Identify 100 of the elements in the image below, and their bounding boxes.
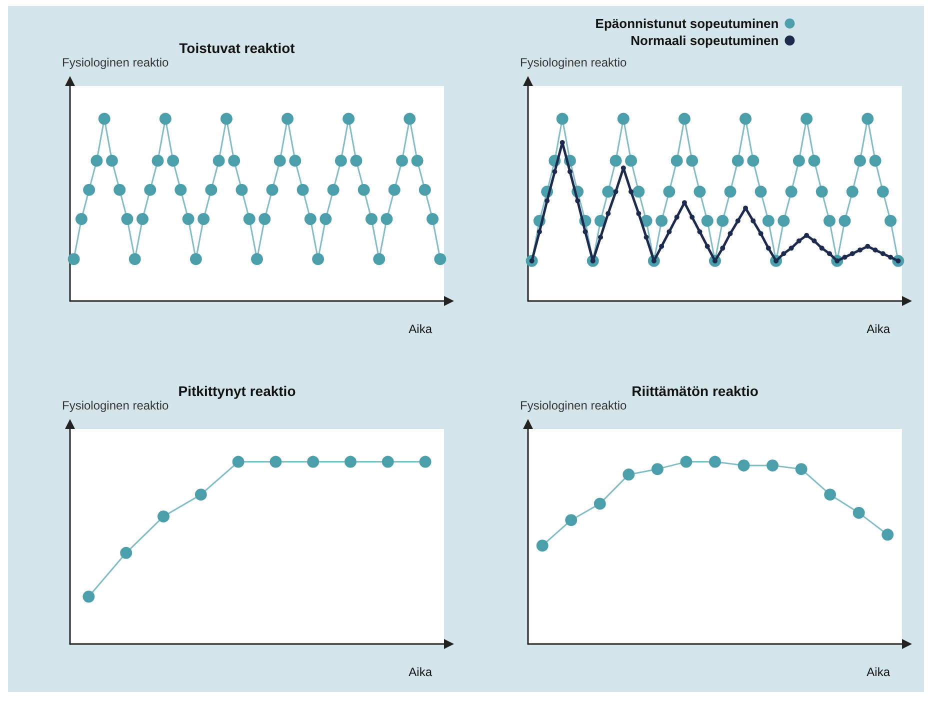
point <box>882 528 894 541</box>
point <box>850 251 855 256</box>
point <box>709 456 721 468</box>
point <box>198 213 210 226</box>
point <box>697 229 702 234</box>
point <box>617 112 630 125</box>
point <box>824 214 836 227</box>
point <box>258 213 271 226</box>
point <box>754 186 767 198</box>
point <box>876 186 889 198</box>
point <box>819 246 824 251</box>
point <box>796 238 802 244</box>
point <box>312 253 324 266</box>
point <box>602 186 614 198</box>
point <box>342 112 355 125</box>
point <box>152 154 164 167</box>
point <box>266 184 278 196</box>
point <box>613 189 618 194</box>
point <box>144 184 156 196</box>
point <box>865 244 870 249</box>
point <box>236 184 248 196</box>
y-axis-title: Fysiologinen reaktio <box>62 56 170 70</box>
point <box>205 184 218 196</box>
y-axis-title: Fysiologinen reaktio <box>520 56 628 70</box>
point <box>158 510 170 522</box>
point <box>800 112 813 125</box>
point <box>396 154 408 167</box>
point <box>251 253 263 266</box>
point <box>766 459 779 472</box>
point <box>350 154 362 167</box>
point <box>327 184 340 196</box>
point <box>846 186 858 198</box>
point <box>282 112 294 125</box>
point <box>344 456 356 468</box>
point <box>674 214 680 220</box>
point <box>785 186 798 198</box>
point <box>388 184 400 196</box>
point <box>575 198 580 204</box>
point <box>862 112 874 125</box>
point <box>816 186 828 198</box>
point <box>536 229 542 234</box>
point <box>724 186 736 198</box>
point <box>781 251 786 256</box>
point <box>243 213 256 226</box>
point <box>620 165 626 170</box>
y-axis-title: Fysiologinen reaktio <box>62 398 170 412</box>
point <box>701 214 714 227</box>
point <box>307 456 320 468</box>
point <box>680 456 692 468</box>
point <box>83 184 96 196</box>
point <box>358 184 370 196</box>
point <box>852 506 865 519</box>
point <box>82 590 95 603</box>
point <box>552 169 558 174</box>
point <box>622 468 635 481</box>
point <box>824 488 836 501</box>
point <box>434 253 446 266</box>
point <box>666 229 672 234</box>
point <box>567 169 572 174</box>
point <box>656 214 668 227</box>
legend-label: Epäonnistunut sopeutuminen <box>595 16 779 31</box>
point <box>625 154 638 167</box>
point <box>194 488 207 501</box>
point <box>382 456 394 468</box>
point <box>212 154 225 167</box>
point <box>598 234 604 240</box>
x-axis-title: Aika <box>866 322 890 336</box>
point <box>686 154 698 167</box>
point <box>778 214 790 227</box>
point <box>582 229 588 234</box>
point <box>858 247 863 252</box>
point <box>651 463 664 476</box>
point <box>320 213 332 226</box>
point <box>766 246 771 251</box>
point <box>788 246 794 251</box>
point <box>747 154 760 167</box>
point <box>758 231 764 236</box>
point <box>220 112 232 125</box>
point <box>68 253 80 266</box>
point <box>869 154 882 167</box>
point <box>120 546 132 559</box>
point <box>663 186 676 198</box>
point <box>565 514 578 526</box>
point <box>838 214 851 227</box>
point <box>795 463 808 476</box>
point <box>704 244 710 249</box>
point <box>644 234 649 240</box>
point <box>888 254 894 260</box>
point <box>536 540 548 552</box>
point <box>804 232 810 238</box>
point <box>556 112 568 125</box>
point <box>812 238 817 244</box>
point <box>98 112 110 125</box>
point <box>174 184 187 196</box>
point <box>182 213 194 226</box>
point <box>289 154 302 167</box>
chart-title: Toistuvat reaktiot <box>179 40 296 56</box>
point <box>678 112 690 125</box>
point <box>190 253 202 266</box>
x-axis-title: Aika <box>866 665 890 679</box>
